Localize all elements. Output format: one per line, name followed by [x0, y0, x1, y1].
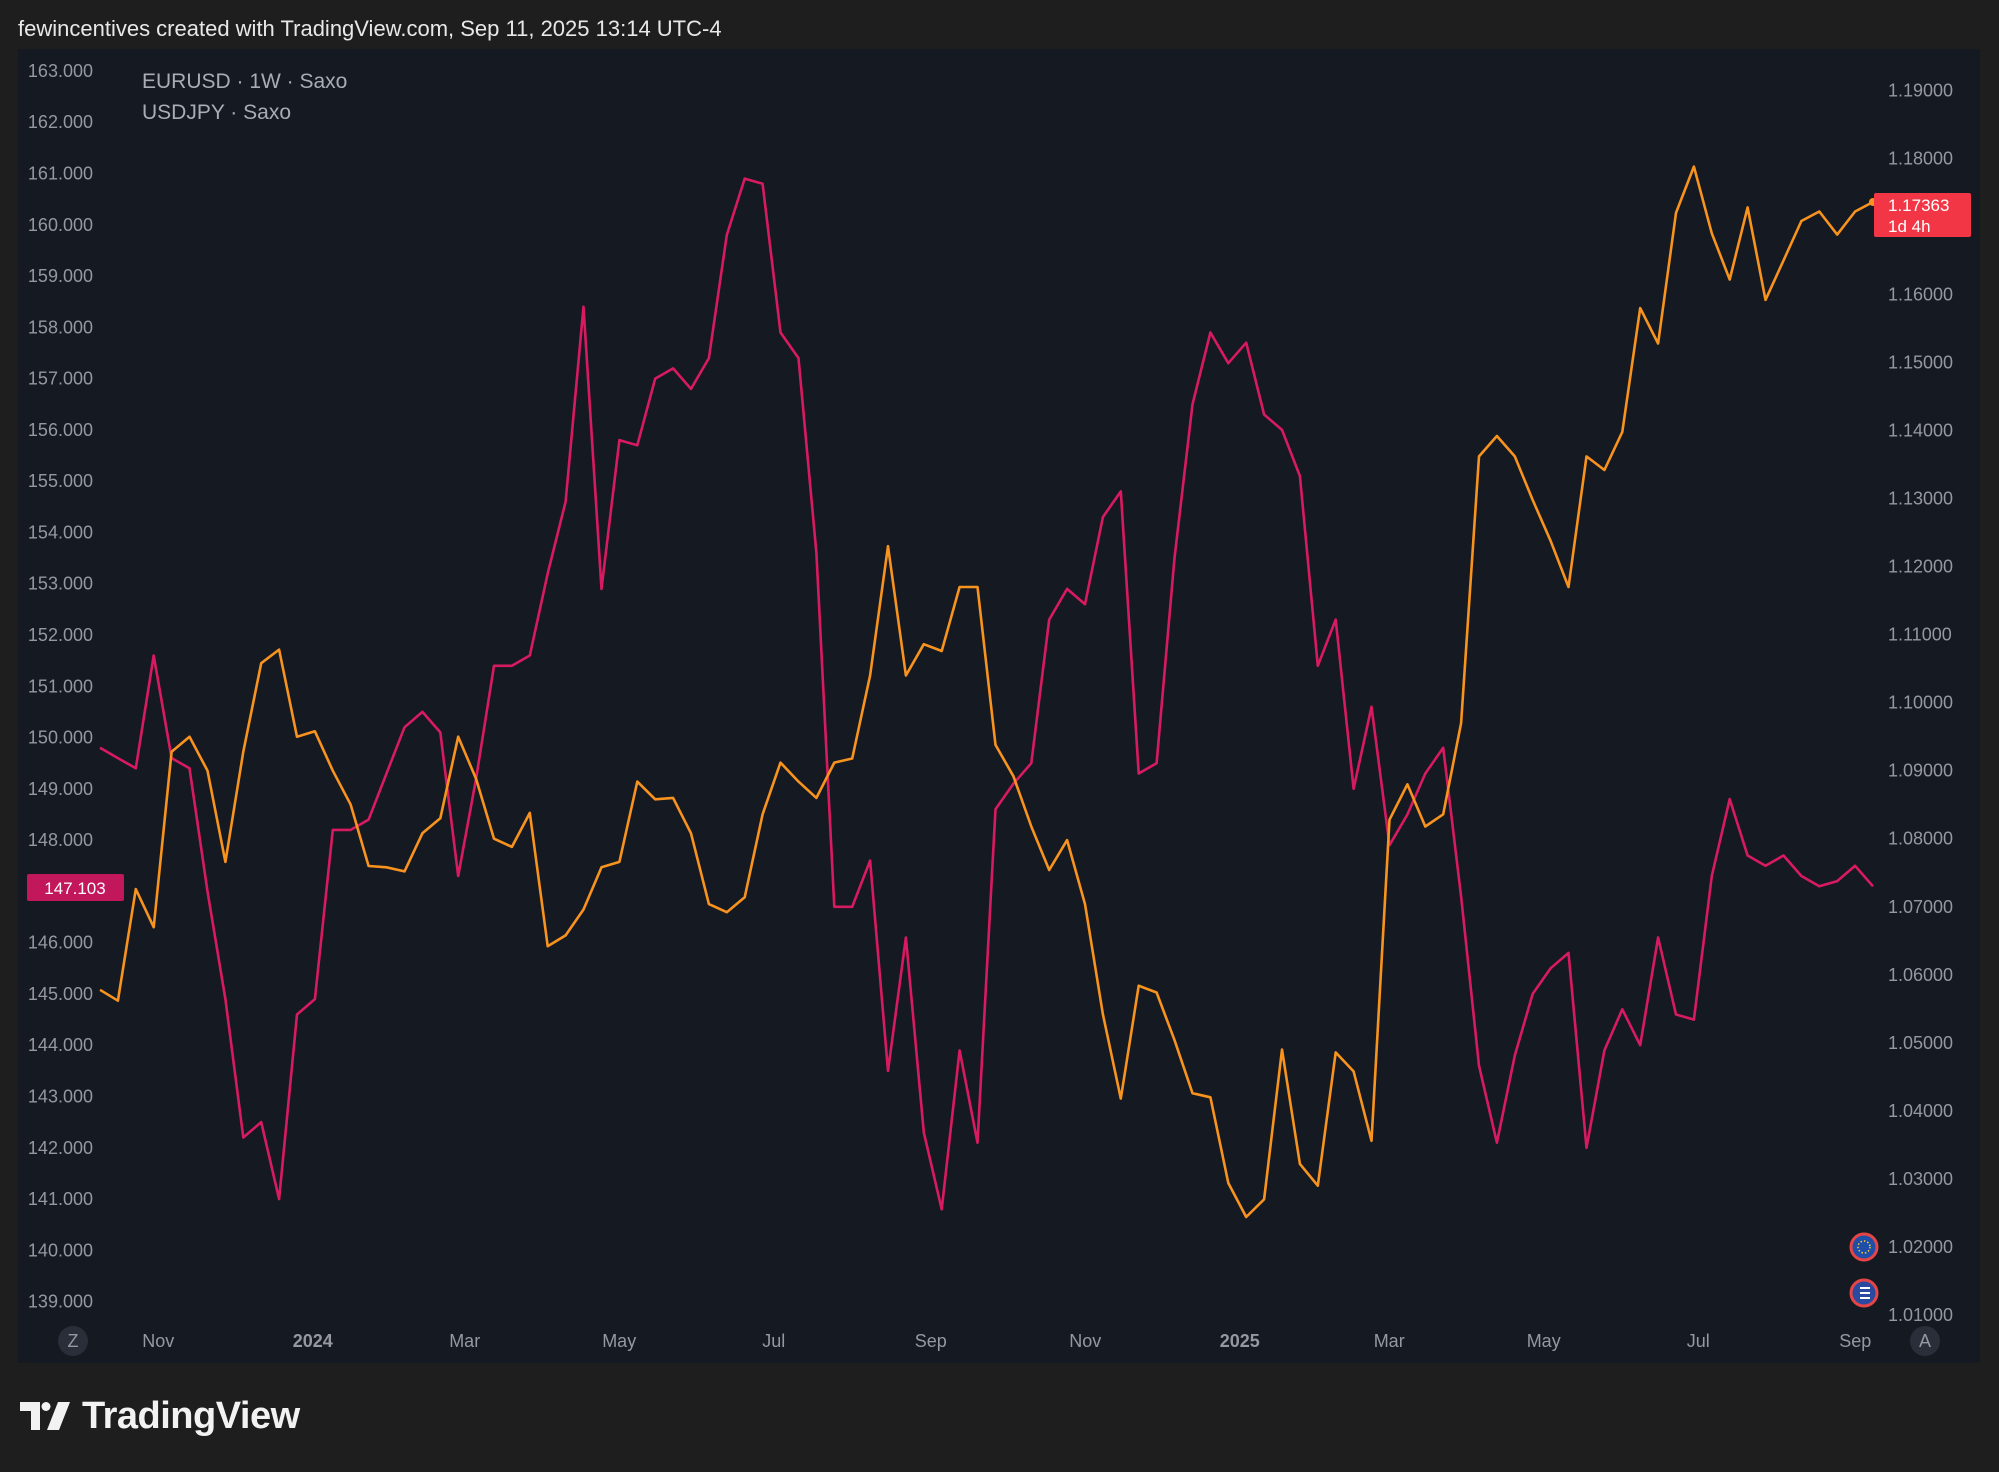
left-axis-tick: 163.000	[28, 61, 93, 81]
time-axis-label: Nov	[142, 1331, 174, 1351]
chart-legend: EURUSD · 1W · Saxo USDJPY · Saxo	[142, 70, 347, 124]
left-axis-tick: 141.000	[28, 1189, 93, 1209]
right-axis-tick: 1.06000	[1888, 965, 1953, 985]
left-axis-tick: 156.000	[28, 420, 93, 440]
tradingview-brand[interactable]: TradingView	[20, 1395, 300, 1438]
right-axis-tick: 1.05000	[1888, 1033, 1953, 1053]
time-axis[interactable]: Nov 2024 Mar May Jul Sep Nov 2025 Mar May Jul Sep	[142, 1331, 1871, 1351]
right-axis-tick: 1.19000	[1888, 80, 1953, 100]
left-axis-tick: 161.000	[28, 164, 93, 184]
time-axis-label: Sep	[915, 1331, 947, 1351]
left-scale-mode-button[interactable]: Z	[58, 1326, 88, 1356]
right-axis-tick: 1.01000	[1888, 1305, 1953, 1325]
chart-svg[interactable]: EURUSD · 1W · Saxo USDJPY · Saxo 163.000…	[18, 49, 1980, 1363]
right-axis-tick: 1.07000	[1888, 897, 1953, 917]
tradingview-brand-name: TradingView	[82, 1395, 300, 1437]
usdjpy-price-tag-bg	[27, 874, 124, 901]
time-axis-label: Mar	[449, 1331, 480, 1351]
right-axis-tick: 1.09000	[1888, 761, 1953, 781]
time-axis-label: May	[1527, 1331, 1561, 1351]
eu-flag-icon[interactable]	[1849, 1232, 1879, 1262]
time-axis-label: Jul	[762, 1331, 785, 1351]
auto-scale-button[interactable]: A	[1910, 1326, 1940, 1356]
auto-scale-label: A	[1919, 1331, 1931, 1351]
right-axis-tick: 1.16000	[1888, 285, 1953, 305]
left-axis-tick: 159.000	[28, 266, 93, 286]
right-price-axis[interactable]: 1.19000 1.18000 1.16000 1.15000 1.14000 1.130…	[1888, 80, 1953, 1325]
right-axis-tick: 1.18000	[1888, 148, 1953, 168]
left-axis-tick: 142.000	[28, 1138, 93, 1158]
usdjpy-series-line[interactable]	[99, 177, 1874, 1211]
eurusd-series-line[interactable]	[99, 165, 1874, 1219]
chart-watermark-text: fewincentives created with TradingView.c…	[18, 16, 722, 41]
price-tag-layer: 147.103 1.17363 1d 4h	[27, 193, 1971, 901]
series-layer	[99, 165, 1877, 1219]
right-axis-tick: 1.14000	[1888, 421, 1953, 441]
eurusd-countdown-label: 1d 4h	[1888, 217, 1931, 236]
time-axis-label: 2025	[1220, 1331, 1260, 1351]
right-axis-tick: 1.12000	[1888, 557, 1953, 577]
left-axis-tick: 157.000	[28, 369, 93, 389]
legend-usdjpy[interactable]: USDJPY · Saxo	[142, 101, 291, 124]
tradingview-logo-icon	[20, 1401, 70, 1430]
left-axis-tick: 153.000	[28, 574, 93, 594]
right-axis-tick: 1.04000	[1888, 1101, 1953, 1121]
right-axis-tick: 1.08000	[1888, 829, 1953, 849]
left-axis-tick: 146.000	[28, 933, 93, 953]
left-axis-tick: 139.000	[28, 1292, 93, 1312]
time-axis-label: Sep	[1839, 1331, 1871, 1351]
time-axis-label: Mar	[1374, 1331, 1405, 1351]
eurusd-price-tag-bg	[1874, 193, 1971, 237]
left-axis-tick: 155.000	[28, 471, 93, 491]
left-axis-tick: 158.000	[28, 317, 93, 337]
time-axis-label: Nov	[1069, 1331, 1101, 1351]
time-axis-label: 2024	[293, 1331, 333, 1351]
left-axis-tick: 152.000	[28, 625, 93, 645]
usdjpy-price-tag-label: 147.103	[44, 879, 105, 898]
left-scale-mode-label: Z	[68, 1331, 79, 1351]
time-axis-label: May	[602, 1331, 636, 1351]
right-axis-tick: 1.11000	[1888, 625, 1952, 645]
left-price-axis[interactable]: 163.000 162.000 161.000 160.000 159.000 158.0…	[28, 61, 93, 1312]
left-axis-tick: 144.000	[28, 1035, 93, 1055]
left-axis-tick: 151.000	[28, 676, 93, 696]
eurusd-price-tag-label: 1.17363	[1888, 196, 1949, 215]
right-axis-tick: 1.13000	[1888, 489, 1953, 509]
left-axis-tick: 149.000	[28, 779, 93, 799]
right-axis-tick: 1.03000	[1888, 1169, 1953, 1189]
usdjpy-price-tag: 147.103	[27, 874, 124, 901]
left-axis-tick: 154.000	[28, 522, 93, 542]
left-axis-tick: 145.000	[28, 984, 93, 1004]
legend-eurusd[interactable]: EURUSD · 1W · Saxo	[142, 70, 347, 93]
chart-pane[interactable]: EURUSD · 1W · Saxo USDJPY · Saxo 163.000…	[18, 49, 1980, 1363]
right-axis-tick: 1.15000	[1888, 353, 1953, 373]
left-axis-tick: 143.000	[28, 1087, 93, 1107]
left-axis-tick: 160.000	[28, 215, 93, 235]
left-axis-tick: 162.000	[28, 112, 93, 132]
time-axis-label: Jul	[1687, 1331, 1710, 1351]
eurusd-price-tag: 1.17363 1d 4h	[1874, 193, 1971, 237]
left-axis-tick: 150.000	[28, 728, 93, 748]
left-axis-tick: 140.000	[28, 1240, 93, 1260]
right-axis-tick: 1.02000	[1888, 1237, 1953, 1257]
right-axis-tick: 1.10000	[1888, 693, 1953, 713]
us-flag-icon[interactable]	[1849, 1278, 1879, 1308]
left-axis-tick: 148.000	[28, 830, 93, 850]
